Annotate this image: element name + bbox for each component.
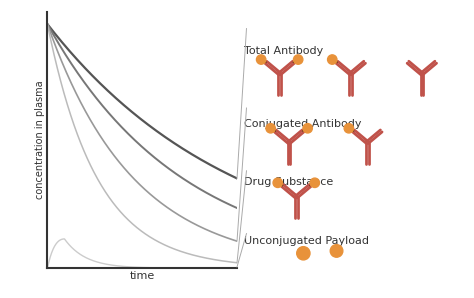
Text: Conjugated Antibody: Conjugated Antibody (244, 119, 362, 129)
Y-axis label: concentration in plasma: concentration in plasma (35, 81, 45, 199)
Circle shape (330, 245, 343, 257)
Circle shape (273, 178, 283, 187)
Text: Total Antibody: Total Antibody (244, 46, 323, 56)
Circle shape (344, 124, 354, 133)
Circle shape (266, 124, 275, 133)
Circle shape (293, 55, 303, 64)
Circle shape (328, 55, 337, 64)
Circle shape (310, 178, 319, 187)
Circle shape (297, 247, 310, 260)
Circle shape (303, 124, 312, 133)
Text: Drug Substance: Drug Substance (244, 177, 333, 187)
X-axis label: time: time (129, 271, 155, 281)
Text: Unconjugated Payload: Unconjugated Payload (244, 235, 369, 246)
Circle shape (256, 55, 266, 64)
